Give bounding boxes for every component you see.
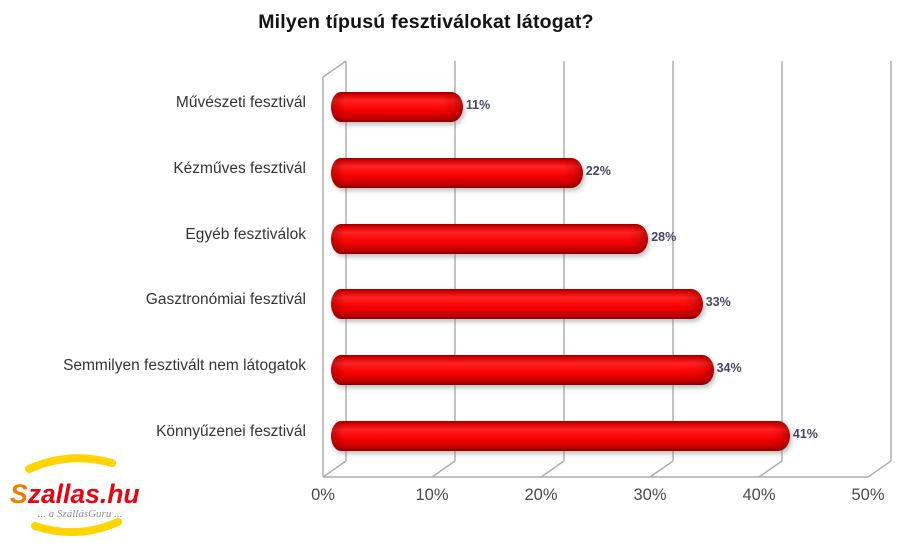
x-axis-tick-label: 30% xyxy=(633,486,667,504)
bar xyxy=(331,157,583,188)
logo-tagline: ... a SzállásGuru ... xyxy=(38,508,123,520)
logo-brand-rest: zallas.hu xyxy=(27,479,140,509)
category-label: Művészeti fesztivál xyxy=(175,94,306,111)
bar xyxy=(331,92,463,122)
x-axis-tick-label: 50% xyxy=(851,486,885,504)
category-label: Kézműves fesztivál xyxy=(173,159,306,177)
category-label: Könnyűzenei fesztivál xyxy=(156,423,306,440)
gridlines-and-walls xyxy=(322,60,892,478)
value-label: 11% xyxy=(465,98,491,112)
category-label: Gasztronómiai fesztivál xyxy=(145,291,306,309)
value-label: 28% xyxy=(651,229,677,244)
category-label: Egyéb fesztiválok xyxy=(185,225,306,243)
logo-bottom-arc xyxy=(31,518,122,537)
value-label: 33% xyxy=(705,295,731,310)
bar xyxy=(331,223,649,254)
x-axis-tick-label: 20% xyxy=(524,486,558,504)
x-axis-tick-label: 0% xyxy=(311,486,335,504)
logo-top-arc xyxy=(25,454,116,473)
bar xyxy=(331,421,790,451)
logo-brand-text: Szallas.hu xyxy=(10,479,140,509)
szallas-logo: Szallas.hu ... a SzállásGuru ... xyxy=(10,454,140,537)
bar xyxy=(331,289,703,320)
category-label: Semmilyen fesztivált nem látogatok xyxy=(63,357,306,375)
value-label: 34% xyxy=(716,361,742,376)
logo-brand-first-letter: S xyxy=(10,479,28,509)
x-axis-tick-label: 40% xyxy=(742,486,776,504)
bar xyxy=(331,355,714,386)
chart-title: Milyen típusú fesztiválokat látogat? xyxy=(258,11,594,33)
value-label: 22% xyxy=(585,163,611,178)
value-label: 41% xyxy=(792,427,818,441)
x-axis-tick-label: 10% xyxy=(415,486,449,504)
